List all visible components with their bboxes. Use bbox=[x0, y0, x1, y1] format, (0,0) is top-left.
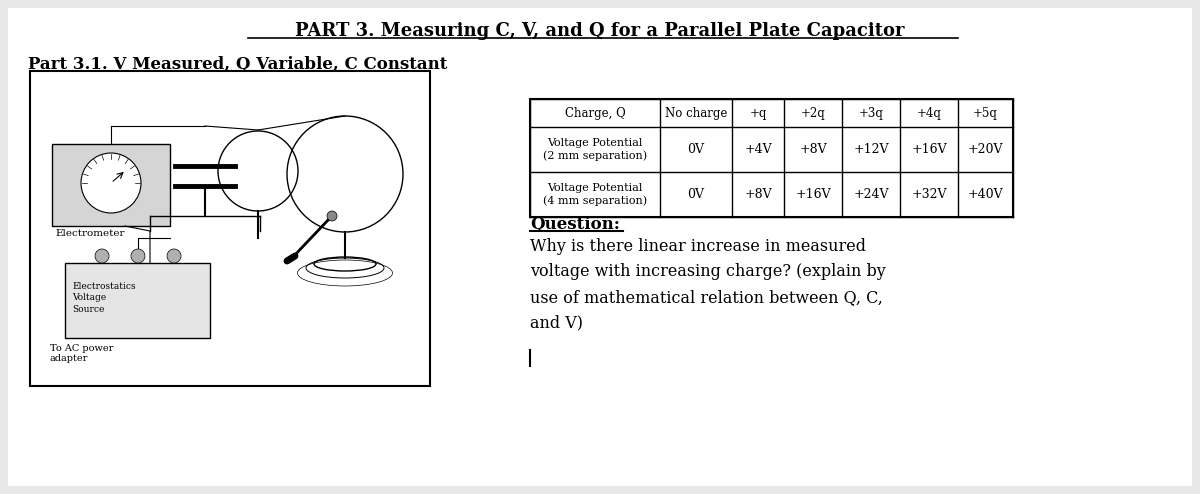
Text: To AC power
adapter: To AC power adapter bbox=[50, 344, 113, 364]
Text: +2q: +2q bbox=[800, 107, 826, 120]
Circle shape bbox=[167, 249, 181, 263]
Circle shape bbox=[82, 153, 142, 213]
Text: +8V: +8V bbox=[744, 188, 772, 201]
Bar bbox=[530, 99, 1013, 217]
Bar bbox=[65, 263, 210, 338]
Text: +24V: +24V bbox=[853, 188, 889, 201]
Text: +40V: +40V bbox=[967, 188, 1003, 201]
Text: Why is there linear increase in measured
voltage with increasing charge? (explai: Why is there linear increase in measured… bbox=[530, 238, 886, 331]
Text: Electrostatics
Voltage
Source: Electrostatics Voltage Source bbox=[72, 283, 136, 314]
Text: +5q: +5q bbox=[973, 107, 998, 120]
Circle shape bbox=[326, 211, 337, 221]
Circle shape bbox=[131, 249, 145, 263]
Text: 0V: 0V bbox=[688, 143, 704, 156]
Text: Question:: Question: bbox=[530, 216, 620, 233]
Text: PART 3. Measuring C, V, and Q for a Parallel Plate Capacitor: PART 3. Measuring C, V, and Q for a Para… bbox=[295, 22, 905, 40]
Text: +12V: +12V bbox=[853, 143, 889, 156]
Text: +16V: +16V bbox=[911, 143, 947, 156]
Circle shape bbox=[95, 249, 109, 263]
Text: Part 3.1. V Measured, Q Variable, C Constant: Part 3.1. V Measured, Q Variable, C Cons… bbox=[28, 56, 448, 73]
Text: Voltage Potential
(2 mm separation): Voltage Potential (2 mm separation) bbox=[542, 138, 647, 161]
Bar bbox=[52, 144, 170, 226]
Text: +32V: +32V bbox=[911, 188, 947, 201]
Text: +8V: +8V bbox=[799, 143, 827, 156]
Text: +3q: +3q bbox=[858, 107, 883, 120]
Text: +4V: +4V bbox=[744, 143, 772, 156]
Bar bbox=[30, 71, 430, 386]
Text: 0V: 0V bbox=[688, 188, 704, 201]
Text: Electrometer: Electrometer bbox=[55, 229, 125, 238]
Text: Voltage Potential
(4 mm separation): Voltage Potential (4 mm separation) bbox=[542, 183, 647, 206]
Text: +20V: +20V bbox=[967, 143, 1003, 156]
Text: +q: +q bbox=[749, 107, 767, 120]
Text: +16V: +16V bbox=[796, 188, 830, 201]
Text: Charge, Q: Charge, Q bbox=[565, 107, 625, 120]
Text: No charge: No charge bbox=[665, 107, 727, 120]
Text: +4q: +4q bbox=[917, 107, 942, 120]
